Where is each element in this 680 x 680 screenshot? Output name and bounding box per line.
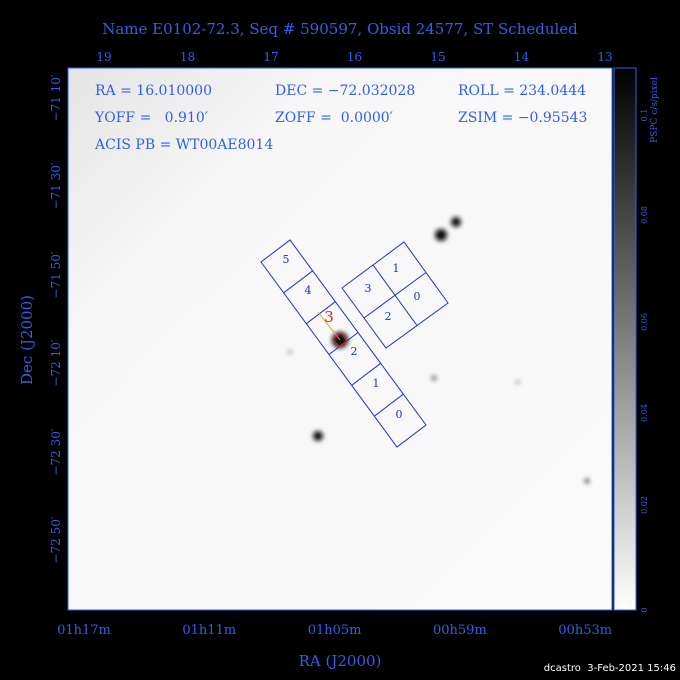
y-tick-label: −71 10′: [49, 74, 63, 121]
header-zsim: ZSIM = −0.95543: [458, 110, 587, 126]
y-tick-label: −72 50′: [49, 516, 63, 563]
y-tick-label: −71 30′: [49, 162, 63, 209]
top-tick-label: 16: [347, 50, 362, 64]
chip-label: 0: [396, 408, 403, 421]
colorbar-tick-label: 0.04: [640, 404, 649, 422]
header-ra: RA = 16.010000: [95, 83, 212, 99]
x-tick-label: 00h53m: [558, 623, 612, 638]
colorbar: [613, 67, 637, 611]
header-roll: ROLL = 234.0444: [458, 83, 586, 99]
y-tick-label: −72 10′: [49, 339, 63, 386]
x-axis-title: RA (J2000): [299, 652, 382, 670]
chip-label: 5: [283, 253, 290, 266]
colorbar-tick-label: 0.06: [640, 313, 649, 331]
header-zoff: ZOFF = 0.0000′: [275, 110, 393, 126]
colorbar-tick-label: 0.02: [640, 496, 649, 514]
chip-label: 2: [351, 345, 358, 358]
colorbar-tick-label: 0.1: [640, 109, 649, 122]
top-tick-label: 14: [514, 50, 530, 64]
header-acis: ACIS PB = WT00AE8014: [94, 137, 273, 153]
x-tick-label: 01h11m: [182, 623, 236, 638]
chip-label: 3: [365, 282, 372, 295]
header-yoff: YOFF = 0.910′: [94, 110, 208, 126]
top-tick-label: 15: [430, 50, 445, 64]
chip-label: 2: [385, 310, 392, 323]
x-tick-label: 01h05m: [308, 623, 362, 638]
header-dec: DEC = −72.032028: [275, 83, 415, 99]
footer: dcastro 3-Feb-2021 15:46: [544, 663, 676, 674]
y-tick-label: −71 50′: [49, 251, 63, 298]
sky-image: [67, 67, 613, 611]
chip-label: 4: [305, 284, 312, 297]
colorbar-title: PSPC c/s/pixel: [650, 77, 660, 143]
top-tick-label: 13: [597, 50, 612, 64]
chip-label: 3: [324, 308, 334, 326]
top-tick-label: 18: [180, 50, 195, 64]
colorbar-tick-label: 0: [640, 607, 649, 612]
title: Name E0102-72.3, Seq # 590597, Obsid 245…: [102, 20, 578, 38]
y-tick-label: −72 30′: [49, 428, 63, 475]
y-axis-title: Dec (J2000): [18, 295, 36, 385]
x-tick-label: 01h17m: [57, 623, 111, 638]
colorbar-tick-label: 0.08: [640, 206, 649, 224]
chip-label: 1: [373, 377, 380, 390]
top-tick-label: 19: [96, 50, 111, 64]
chip-label: 0: [414, 290, 421, 303]
top-tick-label: 17: [263, 50, 278, 64]
x-tick-label: 00h59m: [433, 623, 487, 638]
chip-label: 1: [393, 262, 400, 275]
